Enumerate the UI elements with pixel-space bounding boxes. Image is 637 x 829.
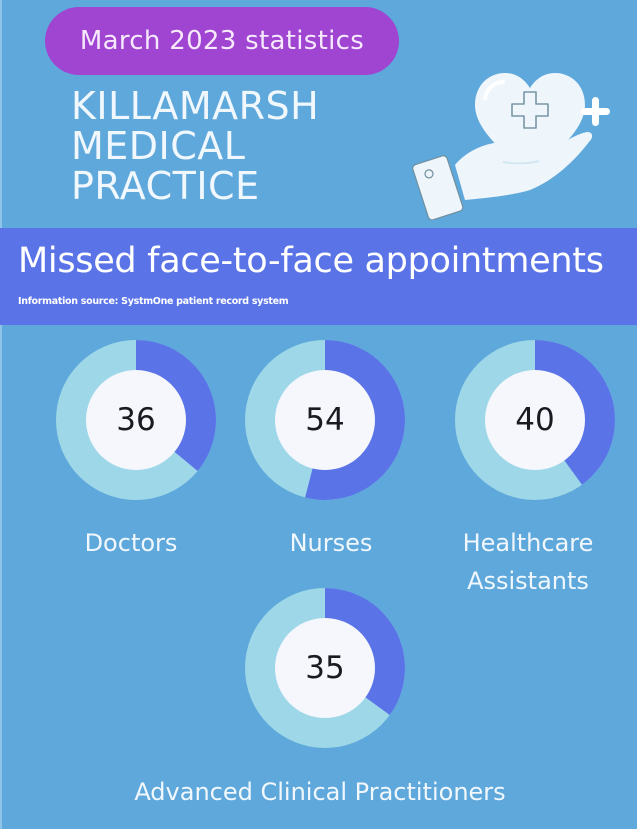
practice-name: KILLAMARSH MEDICAL PRACTICE: [71, 86, 319, 206]
donut-chart-nurses: 54: [244, 339, 406, 501]
donut-value: 40: [515, 402, 555, 438]
label-advanced-clinical-practitioners: Advanced Clinical Practitioners: [100, 773, 540, 811]
label-doctors: Doctors: [56, 524, 206, 562]
label-line: Advanced Clinical Practitioners: [134, 778, 506, 806]
information-source: Information source: SystmOne patient rec…: [18, 296, 289, 307]
section-banner: Missed face-to-face appointments Informa…: [0, 228, 637, 325]
label-healthcare-assistants: Healthcare Assistants: [448, 524, 608, 600]
donut-chart-advanced-clinical-practitioners: 35: [244, 587, 406, 749]
donut-ring: [56, 340, 216, 500]
label-nurses: Nurses: [256, 524, 406, 562]
donut-chart-healthcare-assistants: 40: [454, 339, 616, 501]
label-line: Healthcare: [462, 529, 594, 557]
medical-cross-icon: [511, 91, 549, 129]
left-edge-line: [0, 0, 2, 829]
practice-name-line-3: PRACTICE: [71, 164, 260, 208]
donut-chart-doctors: 36: [55, 339, 217, 501]
period-badge-text: March 2023 statistics: [79, 26, 365, 56]
plus-icon: [581, 108, 610, 115]
label-line: Doctors: [84, 529, 178, 557]
practice-name-line-1: KILLAMARSH: [71, 84, 320, 128]
section-title: Missed face-to-face appointments: [18, 241, 604, 281]
donut-value: 36: [116, 402, 156, 438]
donut-ring: [245, 588, 405, 748]
practice-name-line-2: MEDICAL: [71, 124, 246, 168]
donut-value: 54: [305, 402, 345, 438]
period-badge: March 2023 statistics: [45, 7, 399, 75]
hand-icon: [455, 132, 593, 200]
label-line: Nurses: [289, 529, 373, 557]
label-line: Assistants: [467, 567, 589, 595]
donut-value: 35: [305, 650, 345, 686]
donut-ring: [455, 340, 615, 500]
hand-holding-heart-icon: [405, 40, 625, 221]
donut-ring: [245, 340, 405, 500]
